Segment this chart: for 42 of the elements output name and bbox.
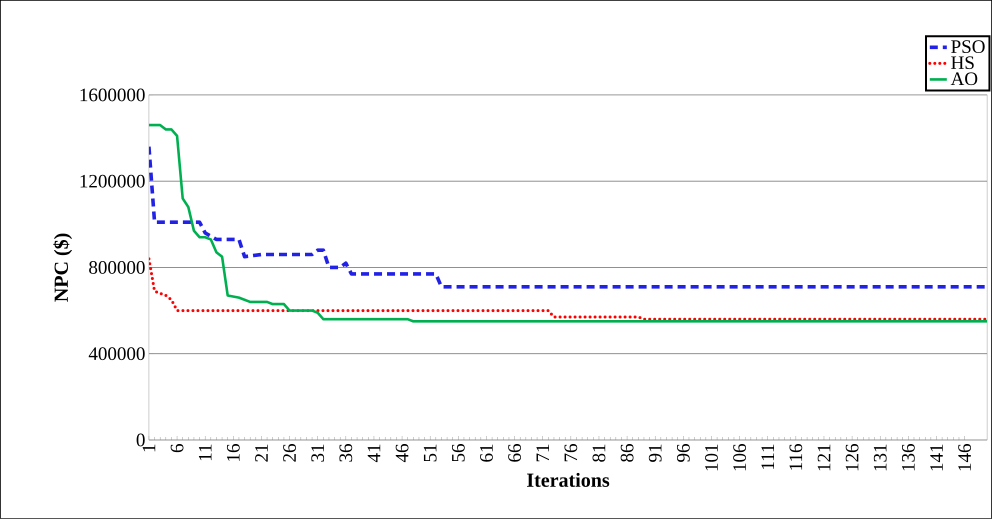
- legend-label: AO: [950, 72, 978, 86]
- x-tick-label: 56: [452, 444, 465, 462]
- x-tick-label: 31: [311, 444, 324, 462]
- x-tick-label: 121: [818, 444, 830, 470]
- x-tick-label: 11: [198, 444, 212, 460]
- x-tick-label: 146: [958, 444, 971, 470]
- x-tick-label: 106: [733, 444, 746, 470]
- x-tick-label: 51: [424, 444, 437, 462]
- x-tick-label: 126: [846, 444, 858, 470]
- x-tick-label: 81: [592, 444, 606, 462]
- x-tick-label: 46: [396, 444, 408, 462]
- y-axis-title: NPC ($): [53, 234, 72, 302]
- legend-label: HS: [951, 56, 974, 70]
- x-tick-label: 101: [705, 444, 718, 470]
- x-tick-label: 111: [761, 444, 774, 469]
- x-tick-label: 66: [508, 444, 521, 462]
- x-tick-label: 136: [902, 444, 915, 470]
- x-tick-label: 61: [480, 444, 493, 462]
- y-tick-label: 400000: [88, 347, 145, 360]
- y-tick-label: 1200000: [80, 174, 145, 188]
- x-tick-label: 71: [536, 444, 549, 462]
- x-tick-label: 91: [648, 444, 662, 462]
- x-tick-label: 1: [142, 444, 156, 452]
- x-axis-title: Iterations: [527, 472, 610, 487]
- x-tick-label: 116: [789, 444, 802, 470]
- legend-label: PSO: [951, 40, 985, 54]
- x-tick-label: 86: [620, 444, 634, 462]
- x-tick-label: 131: [874, 444, 887, 470]
- y-tick-label: 0: [136, 434, 145, 446]
- y-tick-label: 800000: [89, 261, 145, 274]
- x-tick-label: 41: [368, 444, 380, 462]
- line-series: [148, 144, 988, 289]
- x-tick-label: 26: [283, 444, 296, 462]
- x-tick-label: 6: [170, 444, 184, 452]
- x-tick-label: 16: [226, 444, 240, 461]
- line-series: [148, 257, 988, 321]
- x-tick-label: 36: [339, 444, 352, 462]
- x-tick-label: 21: [255, 444, 268, 462]
- x-tick-label: 76: [564, 444, 578, 462]
- y-tick-label: 1600000: [80, 88, 145, 102]
- x-tick-label: 141: [930, 444, 943, 470]
- x-tick-label: 96: [676, 444, 690, 462]
